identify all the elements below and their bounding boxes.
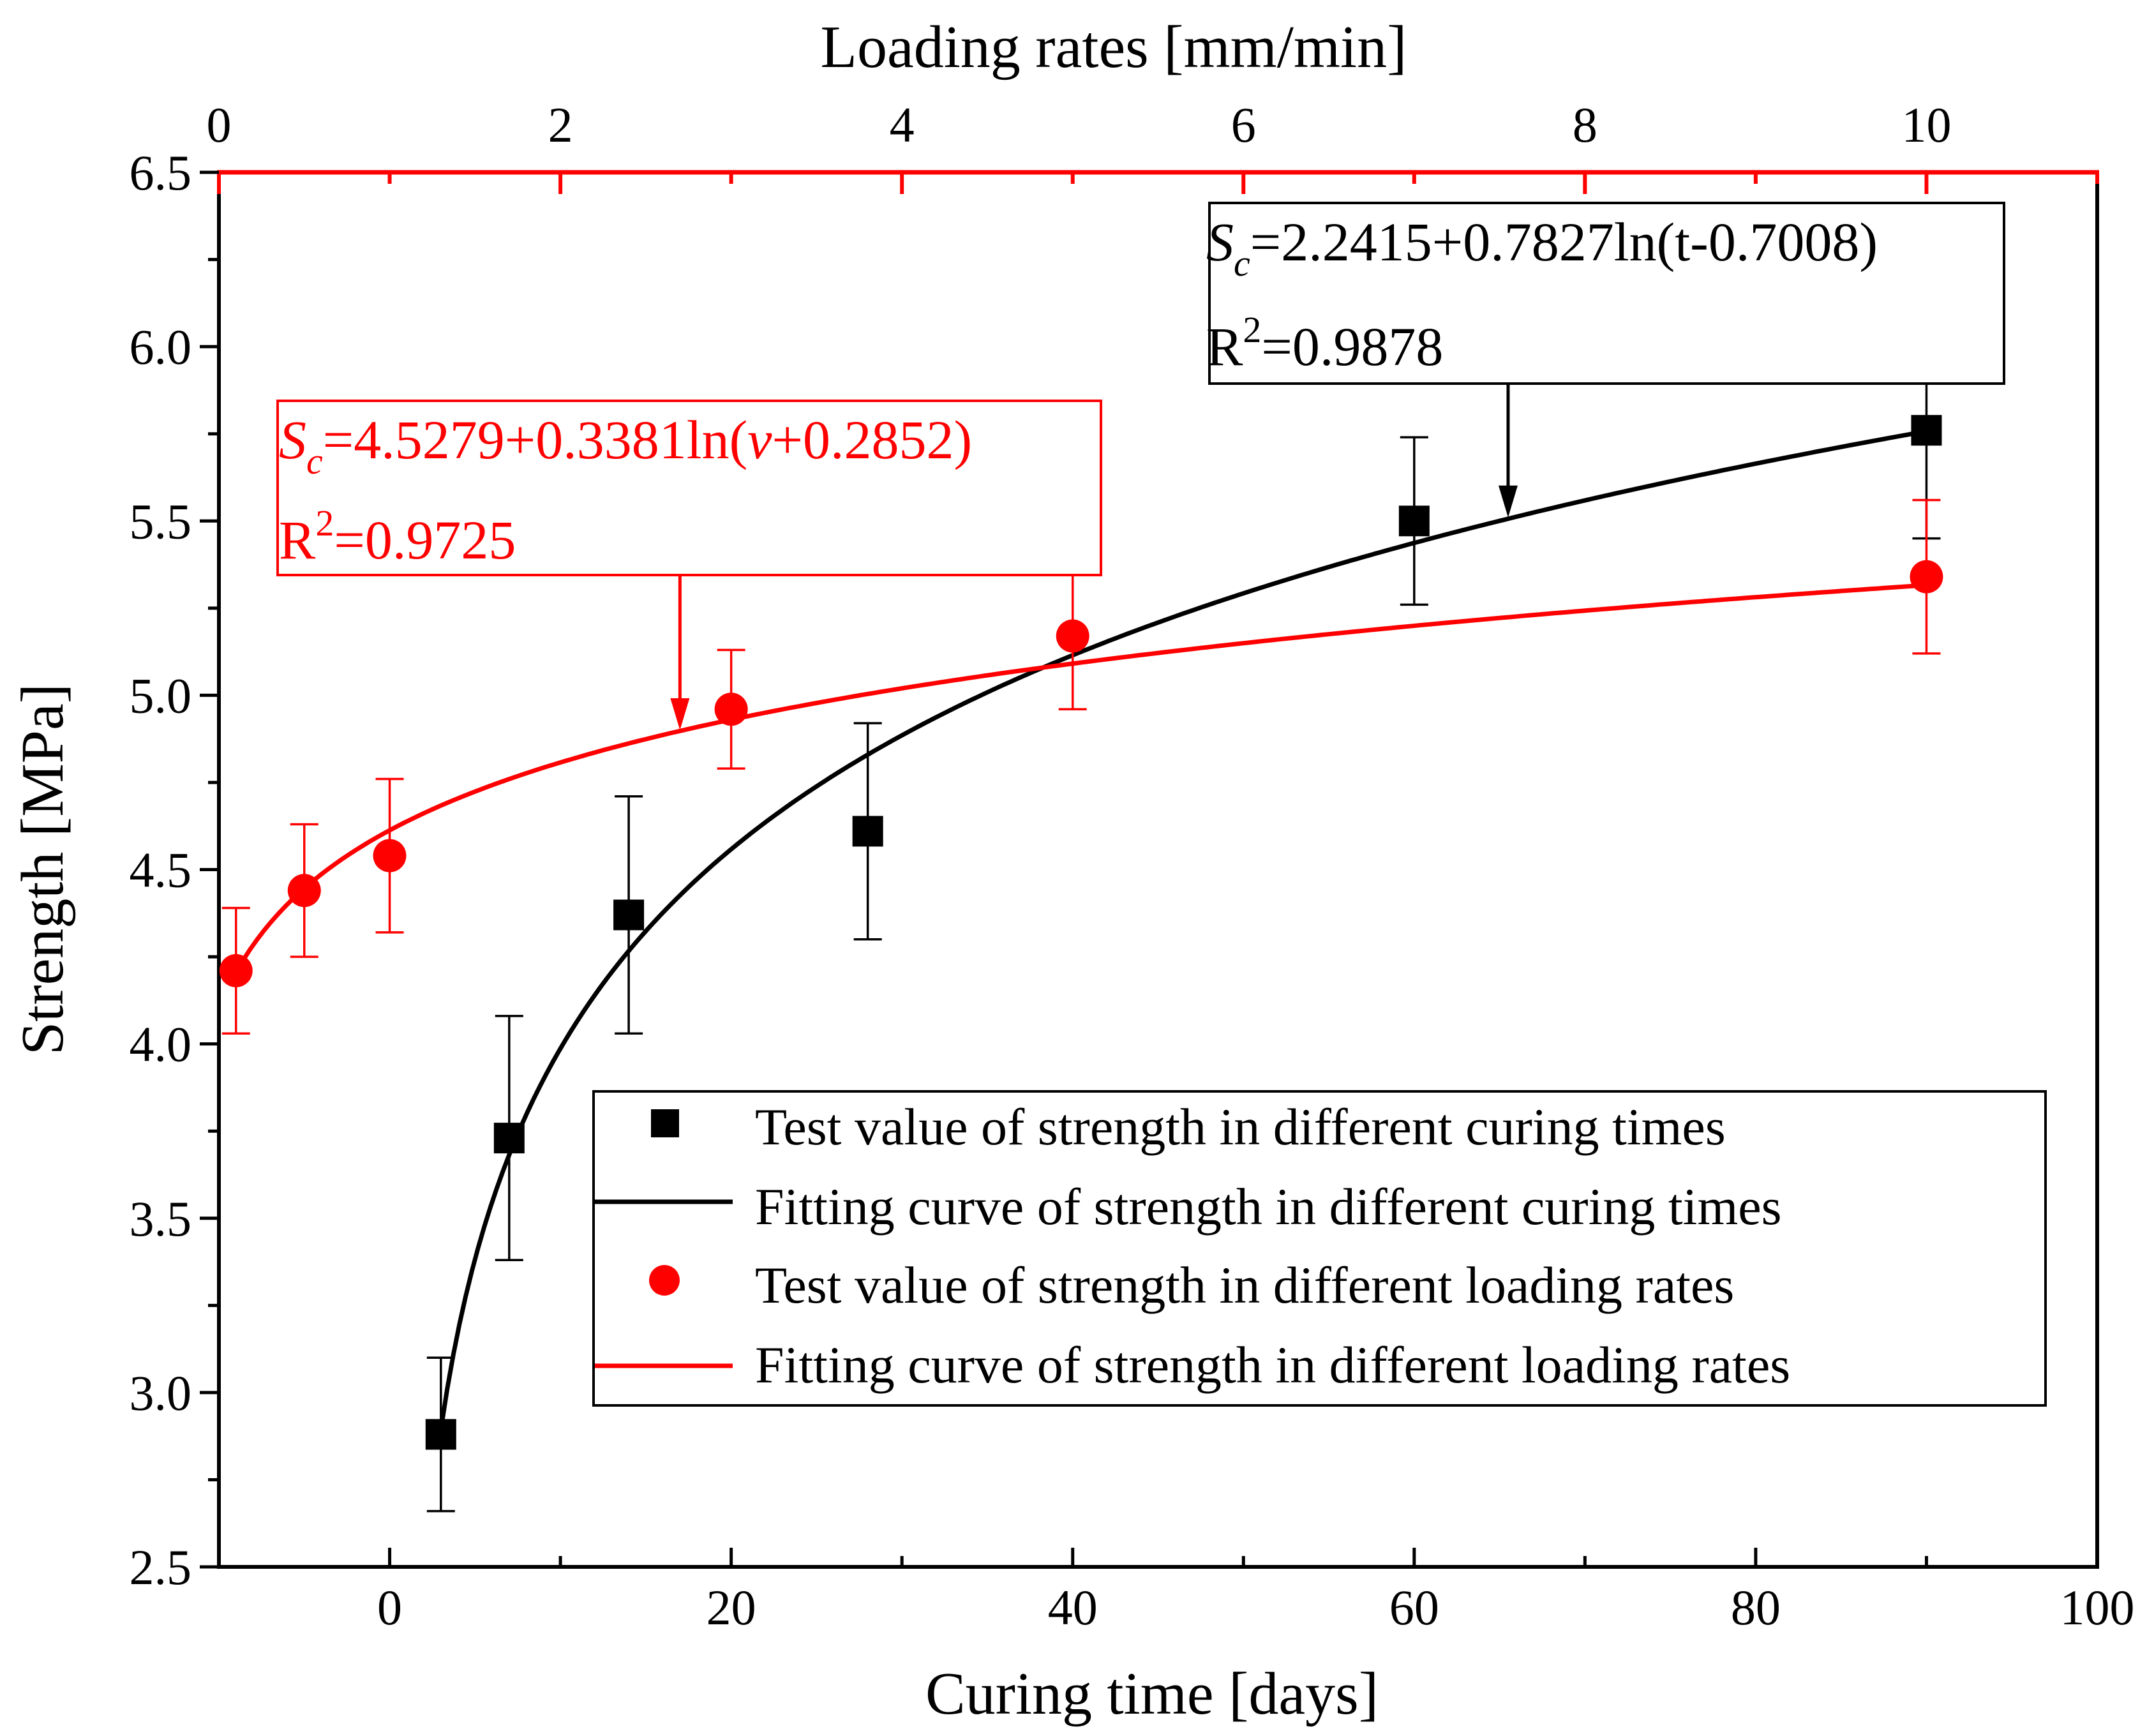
annotation-curing-arrow-head <box>1498 485 1518 518</box>
axis-ticks: 0 20 40 60 80 100 0 2 4 6 8 10 2.5 3.0 3.5 4.0 4.5 5.0 5.5… <box>130 97 2135 1635</box>
top-tick-label: 8 <box>1573 97 1597 153</box>
annotation-curing-r2: R2=0.9878 <box>1206 309 1443 377</box>
y-tick-label: 3.0 <box>130 1365 192 1421</box>
bottom-tick-label: 60 <box>1389 1580 1439 1635</box>
data-point-2 <box>373 839 407 872</box>
legend-label-0: Test value of strength in different curi… <box>755 1098 1726 1156</box>
fit-curves <box>234 429 1927 1430</box>
top-tick-label: 2 <box>548 97 573 153</box>
top-tick-label: 4 <box>890 97 915 153</box>
data-point-0 <box>493 1123 525 1154</box>
top-tick-label: 6 <box>1231 97 1256 153</box>
bottom-axis-title: Curing time [days] <box>925 1661 1379 1727</box>
y-tick-label: 6.5 <box>130 145 192 200</box>
data-point-2 <box>1056 619 1089 653</box>
data-markers <box>219 415 1943 1450</box>
annotation-loading-equation: Sc=4.5279+0.3381ln(v+0.2852) <box>279 409 972 482</box>
bottom-tick-label: 80 <box>1731 1580 1781 1635</box>
legend-box <box>592 1090 2047 1407</box>
data-point-0 <box>852 816 883 847</box>
legend: Test value of strength in different curi… <box>592 1090 2047 1407</box>
data-point-0 <box>1911 415 1942 446</box>
annotation-loading-rate-fit: Sc=4.5279+0.3381ln(v+0.2852) R2=0.9725 <box>276 400 1102 730</box>
y-tick-label: 5.5 <box>130 493 192 549</box>
y-tick-label: 3.5 <box>130 1191 192 1246</box>
y-tick-label: 4.0 <box>130 1017 192 1072</box>
data-point-0 <box>425 1419 456 1450</box>
bottom-tick-label: 100 <box>2060 1580 2135 1635</box>
legend-label-3: Fitting curve of strength in different l… <box>755 1336 1790 1394</box>
data-point-2 <box>1910 560 1943 594</box>
annotation-curing-time-fit: Sc=2.2415+0.7827ln(t-0.7008) R2=0.9878 <box>1206 202 2005 518</box>
legend-label-1: Fitting curve of strength in different c… <box>755 1178 1782 1236</box>
fit-curve-1 <box>438 429 1927 1430</box>
top-axis-title: Loading rates [mm/min] <box>821 14 1407 80</box>
y-tick-label: 6.0 <box>130 319 192 375</box>
y-tick-label: 5.0 <box>130 668 192 723</box>
data-point-2 <box>714 692 748 726</box>
annotation-box-curing <box>1208 202 2005 385</box>
top-tick-label: 10 <box>1901 97 1951 153</box>
bottom-tick-label: 0 <box>377 1580 402 1635</box>
y-axis-title: Strength [MPa] <box>10 684 76 1055</box>
bottom-tick-label: 40 <box>1048 1580 1098 1635</box>
top-tick-label: 0 <box>207 97 232 153</box>
error-bars <box>221 321 1941 1513</box>
data-point-2 <box>287 874 321 908</box>
annotation-box-loading <box>276 400 1102 576</box>
fit-curve-3 <box>234 583 1927 974</box>
annotation-curing-equation: Sc=2.2415+0.7827ln(t-0.7008) <box>1206 211 1878 284</box>
annotation-loading-r2: R2=0.9725 <box>279 502 516 571</box>
y-tick-label: 2.5 <box>130 1539 192 1595</box>
legend-label-2: Test value of strength in different load… <box>755 1256 1734 1314</box>
bottom-tick-label: 20 <box>707 1580 756 1635</box>
annotation-loading-arrow-head <box>670 698 690 730</box>
data-point-0 <box>613 899 645 931</box>
y-tick-label: 4.5 <box>130 842 192 898</box>
legend-marker-red-circle <box>649 1265 680 1296</box>
data-point-2 <box>219 954 253 987</box>
legend-marker-black-square <box>651 1109 679 1137</box>
data-point-0 <box>1398 505 1430 537</box>
